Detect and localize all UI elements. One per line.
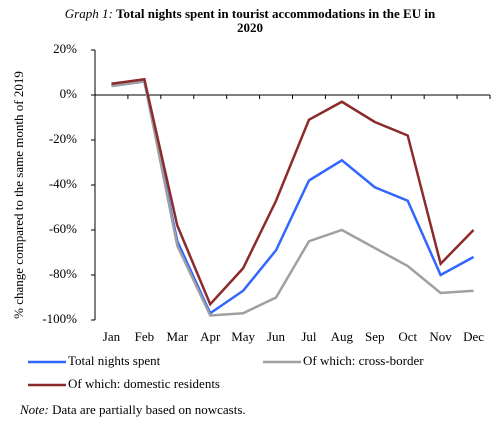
legend-label: Total nights spent (68, 353, 161, 368)
chart-title: Graph 1: Total nights spent in tourist a… (60, 7, 440, 35)
y-tick-label: 0% (60, 86, 78, 101)
x-tick-label: May (231, 329, 255, 344)
note-prefix: Note: (20, 402, 49, 417)
y-tick-label: 20% (53, 41, 77, 56)
x-tick-label: Jan (103, 329, 121, 344)
x-tick-label: Sep (365, 329, 385, 344)
title-prefix: Graph 1: (64, 6, 113, 21)
x-tick-label: Apr (200, 329, 221, 344)
y-tick-label: -40% (49, 176, 77, 191)
legend-label: Of which: cross-border (303, 353, 424, 368)
x-tick-label: Jul (301, 329, 317, 344)
x-tick-label: Jun (267, 329, 286, 344)
note-text: Data are partially based on nowcasts. (52, 402, 246, 417)
x-tick-label: Oct (398, 329, 417, 344)
y-tick-label: -80% (49, 266, 77, 281)
x-tick-label: Feb (135, 329, 155, 344)
x-tick-label: Aug (331, 329, 354, 344)
series-line (111, 77, 475, 307)
legend-label: Of which: domestic residents (68, 376, 220, 391)
series-line (111, 80, 474, 317)
series-line (111, 80, 475, 316)
y-axis-label: % change compared to the same month of 2… (11, 71, 26, 319)
note: Note: Data are partially based on nowcas… (20, 402, 246, 418)
x-tick-label: Dec (463, 329, 484, 344)
y-tick-label: -100% (42, 311, 77, 326)
y-tick-label: -60% (49, 221, 77, 236)
x-tick-label: Nov (429, 329, 452, 344)
y-tick-label: -20% (49, 131, 77, 146)
x-tick-label: Mar (166, 329, 188, 344)
title-text: Total nights spent in tourist accommodat… (116, 6, 436, 35)
